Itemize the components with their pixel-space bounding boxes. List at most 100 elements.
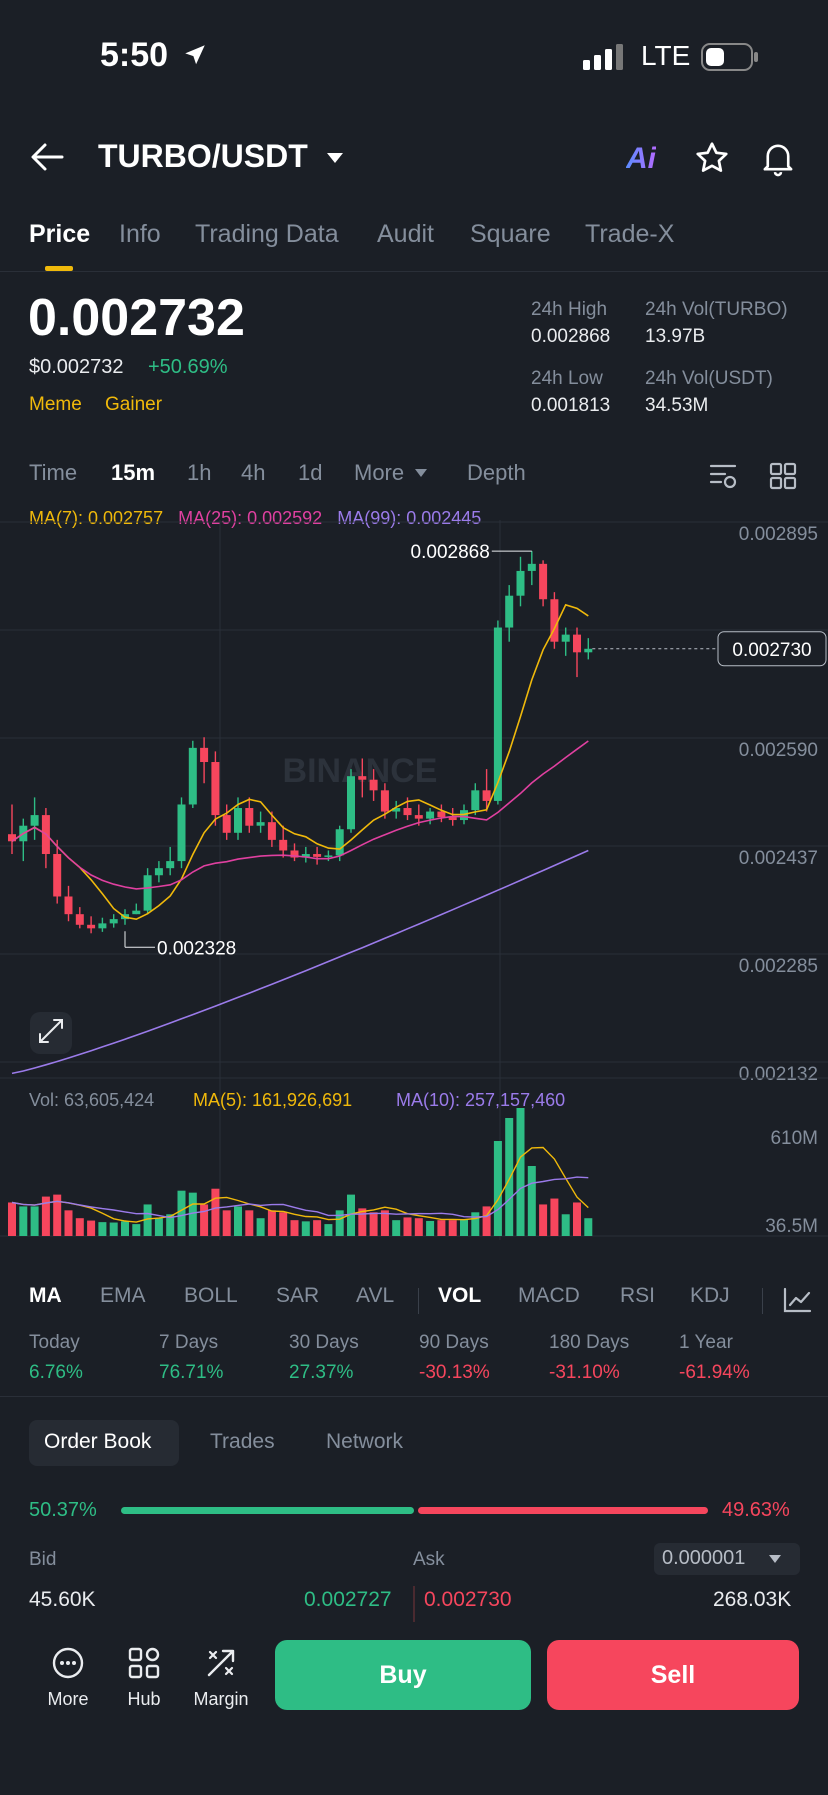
candle-body [64, 896, 73, 915]
more-caret-icon[interactable] [414, 468, 428, 478]
volume-bar [19, 1206, 28, 1236]
candle-body [166, 861, 175, 869]
ind-macd[interactable]: MACD [518, 1284, 580, 1307]
last-price: 0.002732 [28, 289, 245, 347]
layout-grid-icon[interactable] [769, 462, 797, 490]
pair-selector[interactable]: TURBO/USDT [98, 138, 308, 174]
low-marker-label: 0.002328 [157, 938, 236, 959]
interval-1h[interactable]: 1h [187, 460, 212, 485]
candle-body [448, 817, 457, 821]
candle-body [177, 804, 186, 862]
perf-value: -31.10% [549, 1362, 620, 1383]
perf-label: 30 Days [289, 1332, 359, 1353]
volume-bar [109, 1222, 118, 1236]
ma99-value: MA(99): 0.002445 [337, 508, 482, 528]
precision-value: 0.000001 [662, 1547, 746, 1569]
ind-avl[interactable]: AVL [356, 1284, 395, 1307]
favorite-star-icon[interactable] [694, 140, 730, 176]
volume-ma10-line [11, 1176, 589, 1219]
battery-icon [701, 43, 758, 71]
location-icon [185, 45, 205, 65]
hub-button[interactable]: Hub [109, 1646, 179, 1710]
candle-body [234, 808, 242, 833]
divider [0, 1396, 828, 1397]
volume-bar [53, 1194, 62, 1236]
candle-body [290, 850, 299, 858]
tab-square[interactable]: Square [470, 220, 551, 248]
ind-ma[interactable]: MA [29, 1284, 62, 1307]
candle-body [335, 829, 344, 856]
precision-select[interactable]: 0.000001 [654, 1543, 800, 1575]
volume-bar [222, 1210, 231, 1236]
tag-meme[interactable]: Meme [29, 394, 82, 415]
tab-info[interactable]: Info [119, 220, 161, 248]
ai-icon[interactable]: Ai [626, 142, 656, 175]
indicator-settings-icon[interactable] [782, 1286, 812, 1314]
ind-ema[interactable]: EMA [100, 1284, 146, 1307]
interval-time[interactable]: Time [29, 460, 78, 485]
volume-bar [177, 1190, 186, 1236]
24h-vol-quote-value: 34.53M [645, 395, 709, 416]
candle-body [584, 648, 593, 653]
buy-button[interactable]: Buy [275, 1640, 531, 1710]
tab-order-book[interactable]: Order Book [44, 1430, 152, 1453]
interval-1d[interactable]: 1d [298, 460, 323, 485]
candlestick-chart[interactable]: 0.0028950.0027420.0025900.0024370.002285… [0, 520, 828, 1240]
volume-bar [369, 1212, 378, 1236]
candle-body [267, 822, 276, 840]
more-button[interactable]: More [33, 1646, 103, 1710]
interval-15m[interactable]: 15m [111, 460, 156, 485]
tab-price[interactable]: Price [29, 220, 91, 248]
ind-vol[interactable]: VOL [438, 1284, 482, 1307]
ind-boll[interactable]: BOLL [184, 1284, 238, 1307]
candle-body [75, 914, 84, 925]
candle-body [53, 854, 62, 897]
spread-divider [413, 1586, 415, 1622]
bottom-action-bar: More Hub Margin Buy Sell [0, 1640, 828, 1720]
volume-bar [505, 1118, 514, 1236]
tab-network[interactable]: Network [326, 1430, 404, 1453]
candle-body [188, 747, 197, 805]
candle-body [358, 776, 367, 780]
ind-rsi[interactable]: RSI [620, 1284, 656, 1307]
volume-bar [166, 1214, 175, 1236]
candle-body [403, 808, 412, 816]
bell-icon[interactable] [760, 140, 796, 178]
interval-depth[interactable]: Depth [467, 460, 526, 485]
volume-bar [279, 1212, 288, 1236]
tag-gainer[interactable]: Gainer [105, 394, 163, 415]
tab-trading-data[interactable]: Trading Data [195, 220, 339, 248]
pair-header: TURBO/USDT Ai [0, 130, 828, 186]
24h-high-value: 0.002868 [531, 326, 611, 347]
tab-audit[interactable]: Audit [377, 220, 434, 248]
volume-bar [98, 1222, 107, 1236]
candle-body [505, 595, 514, 628]
chart-settings-icon[interactable] [708, 462, 738, 490]
candle-body [369, 779, 378, 791]
ma25-value: MA(25): 0.002592 [178, 508, 323, 528]
volume-ma5-line [11, 1146, 589, 1223]
divider [418, 1288, 419, 1314]
sell-button[interactable]: Sell [547, 1640, 799, 1710]
volume-bar [561, 1214, 570, 1236]
tab-trades[interactable]: Trades [210, 1430, 275, 1453]
interval-4h[interactable]: 4h [241, 460, 266, 485]
caret-down-icon[interactable] [326, 152, 344, 164]
interval-more[interactable]: More [354, 460, 405, 485]
ind-sar[interactable]: SAR [276, 1284, 320, 1307]
volume-bar [527, 1166, 536, 1236]
back-arrow-icon[interactable] [30, 142, 64, 172]
main-tabs: Price Info Trading Data Audit Square Tra… [0, 220, 828, 272]
ind-kdj[interactable]: KDJ [690, 1284, 730, 1307]
perf-value: -30.13% [419, 1362, 490, 1383]
margin-label: Margin [193, 1689, 249, 1709]
volume-bar [64, 1210, 73, 1236]
candle-body [414, 815, 423, 819]
tab-trade-x[interactable]: Trade-X [585, 220, 675, 248]
volume-bar [41, 1196, 50, 1236]
volume-bar [584, 1218, 593, 1236]
more-label: More [47, 1689, 89, 1709]
margin-button[interactable]: Margin [186, 1646, 256, 1710]
volume-ma10-label: MA(10): 257,157,460 [396, 1090, 565, 1110]
perf-label: 90 Days [419, 1332, 489, 1353]
